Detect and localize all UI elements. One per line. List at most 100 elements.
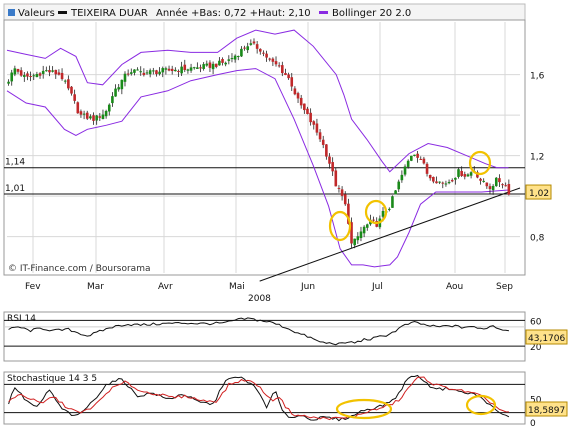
price-axis: 1,6 1,2 0,8 1,02 (525, 72, 552, 244)
rsi-tick-label: 60 (530, 317, 542, 327)
ticker-label: TEIXEIRA DUAR (70, 8, 148, 19)
candle-down (85, 112, 89, 119)
candle-down (262, 52, 265, 54)
candle-up (230, 58, 234, 60)
candle-down (303, 103, 306, 111)
candle-up (246, 46, 250, 51)
stoch-tick-label: 50 (530, 396, 542, 406)
candle-down (507, 184, 511, 195)
candle-down (501, 184, 504, 186)
candle-up (45, 70, 48, 72)
candle-down (296, 93, 300, 99)
candle-up (224, 62, 227, 65)
candle-down (479, 178, 482, 181)
candle-down (416, 153, 419, 158)
candle-up (148, 70, 152, 75)
candle-down (19, 70, 23, 76)
stoch-d-line (8, 376, 509, 421)
candle-up (362, 226, 366, 234)
y-tick-label: 1,2 (530, 153, 544, 163)
candle-down (315, 123, 319, 133)
rsi-panel (3, 311, 526, 362)
candle-down (419, 158, 423, 160)
candle-up (136, 69, 139, 71)
candle-down (92, 115, 95, 121)
candle-up (104, 110, 108, 117)
candle-up (469, 172, 473, 176)
ticker-line-icon (58, 11, 67, 14)
candle-up (236, 56, 240, 58)
candle-up (158, 71, 161, 75)
stoch-k-line (8, 374, 510, 422)
candle-down (26, 73, 29, 77)
candle-down (255, 44, 259, 49)
candle-up (482, 180, 485, 182)
candle-up (89, 116, 92, 119)
candle-down (258, 48, 262, 52)
candle-up (394, 190, 397, 195)
candle-up (406, 160, 410, 167)
candle-down (221, 59, 224, 63)
candle-up (152, 70, 155, 72)
rsi-tick-label: 20 (530, 343, 542, 353)
candle-up (457, 169, 460, 177)
candle-up (139, 71, 143, 73)
stoch-highlights (335, 394, 497, 420)
candle-down (350, 222, 353, 244)
candle-up (180, 66, 183, 74)
stoch-title: Stochastique 14 3 5 (7, 374, 97, 384)
candle-up (211, 63, 215, 70)
credit-text: © IT-Finance.com / Boursorama (8, 264, 150, 274)
candle-up (249, 43, 253, 45)
candle-down (476, 172, 479, 178)
candle-up (359, 231, 363, 239)
candle-up (218, 60, 221, 66)
candle-down (199, 67, 202, 69)
candle-up (447, 181, 451, 184)
candle-down (293, 88, 297, 95)
candle-down (334, 170, 338, 187)
candle-down (70, 86, 73, 94)
candle-down (343, 194, 347, 205)
bollinger-bands (6, 29, 509, 268)
bollinger-legend-label: Bollinger 20 2.0 (332, 8, 411, 19)
candle-down (38, 73, 42, 76)
candle-down (79, 111, 83, 115)
candle-up (120, 79, 124, 90)
candle-down (167, 68, 171, 71)
candle-up (174, 69, 177, 72)
candle-down (73, 94, 76, 101)
candle-up (410, 155, 413, 161)
candle-down (57, 72, 61, 75)
x-tick-label: Mai (229, 282, 245, 292)
candle-down (321, 139, 325, 145)
candle-up (397, 181, 401, 190)
candle-down (60, 72, 64, 80)
x-axis-labels: Fev Mar Avr Mai Jun Jul Aou Sep (25, 282, 513, 292)
candle-up (205, 63, 209, 66)
candle-up (491, 185, 495, 191)
candle-down (268, 58, 272, 60)
series-label: Valeurs (18, 8, 55, 19)
candle-down (183, 64, 187, 71)
candle-up (13, 68, 17, 75)
candle-down (488, 186, 492, 190)
candlesticks (7, 38, 511, 249)
candle-down (170, 68, 174, 72)
candle-up (444, 183, 448, 185)
y-tick-label: 1,6 (530, 72, 545, 82)
candle-up (196, 67, 199, 69)
candle-down (422, 158, 426, 164)
candle-up (145, 72, 149, 74)
candle-up (10, 72, 14, 82)
candle-up (494, 177, 498, 187)
price-grid (7, 22, 520, 273)
candle-down (284, 73, 287, 75)
candle-down (277, 65, 281, 67)
candle-down (432, 176, 435, 182)
candle-down (498, 178, 501, 183)
candle-up (51, 70, 54, 72)
y-tick-label: 0,8 (530, 234, 545, 244)
candle-up (356, 236, 360, 241)
